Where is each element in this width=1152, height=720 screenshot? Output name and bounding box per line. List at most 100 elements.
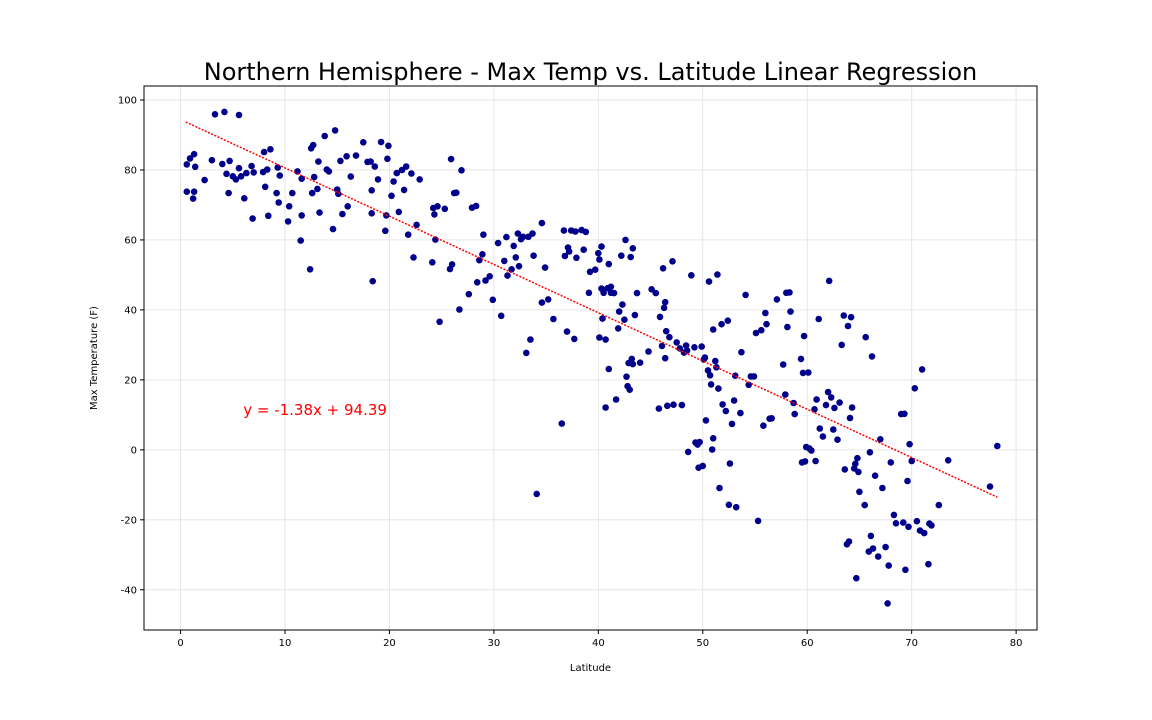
data-point bbox=[243, 169, 250, 177]
data-point bbox=[706, 372, 714, 379]
data-point bbox=[787, 308, 794, 315]
data-point bbox=[725, 501, 733, 509]
data-point bbox=[885, 562, 892, 569]
data-point bbox=[737, 409, 744, 417]
data-point bbox=[494, 239, 502, 247]
data-point bbox=[709, 435, 717, 442]
data-point bbox=[308, 189, 316, 197]
data-point bbox=[482, 277, 489, 284]
data-point bbox=[868, 353, 876, 360]
data-point bbox=[699, 462, 707, 470]
data-point bbox=[529, 230, 536, 237]
data-point bbox=[797, 355, 805, 363]
data-point bbox=[838, 341, 845, 349]
data-point bbox=[629, 360, 637, 368]
data-point bbox=[285, 203, 293, 210]
data-point bbox=[190, 150, 198, 158]
data-point bbox=[352, 152, 360, 159]
y-tick-label: -40 bbox=[121, 585, 137, 596]
data-point bbox=[486, 273, 494, 280]
data-point bbox=[541, 264, 549, 271]
data-point bbox=[658, 342, 666, 350]
data-point bbox=[669, 258, 676, 265]
data-point bbox=[691, 344, 698, 351]
data-point bbox=[904, 477, 911, 485]
data-point bbox=[840, 312, 848, 319]
data-point bbox=[558, 420, 566, 427]
data-point bbox=[337, 157, 344, 165]
data-point bbox=[384, 155, 391, 163]
data-point bbox=[905, 523, 912, 531]
data-point bbox=[760, 422, 767, 430]
data-point bbox=[325, 168, 333, 175]
data-point bbox=[813, 396, 820, 403]
data-point bbox=[472, 202, 480, 210]
data-point bbox=[610, 289, 618, 297]
data-point bbox=[862, 333, 869, 341]
data-point bbox=[853, 574, 860, 582]
data-point bbox=[718, 320, 725, 328]
data-point bbox=[347, 173, 355, 180]
y-tick-label: 0 bbox=[131, 445, 137, 456]
data-point bbox=[688, 272, 695, 279]
data-point bbox=[708, 446, 716, 453]
data-point bbox=[702, 417, 710, 424]
data-point bbox=[758, 326, 765, 334]
data-point bbox=[673, 339, 680, 346]
data-point bbox=[480, 231, 487, 238]
data-point bbox=[622, 236, 629, 244]
data-point bbox=[808, 447, 815, 454]
data-point bbox=[479, 251, 486, 258]
data-point bbox=[607, 283, 615, 291]
data-point bbox=[515, 262, 523, 270]
data-point bbox=[241, 195, 248, 202]
data-point bbox=[918, 366, 926, 373]
tick-layer: 0 10 20 30 40 50 60 70 80 -40 -20 0 20 40 60 80 100 bbox=[118, 95, 1023, 649]
data-point bbox=[913, 517, 921, 525]
data-point bbox=[343, 153, 350, 160]
data-point bbox=[465, 290, 473, 298]
data-point bbox=[476, 256, 483, 264]
data-point bbox=[645, 348, 652, 355]
data-point bbox=[519, 233, 527, 241]
data-point bbox=[385, 142, 392, 150]
data-point bbox=[867, 532, 875, 540]
data-point bbox=[730, 397, 738, 404]
data-point bbox=[310, 173, 318, 181]
data-point bbox=[447, 155, 455, 163]
data-point bbox=[732, 503, 740, 511]
plot-frame bbox=[143, 85, 1038, 631]
data-point bbox=[928, 522, 935, 529]
data-point bbox=[544, 296, 552, 303]
data-point bbox=[636, 359, 644, 367]
data-point bbox=[805, 369, 812, 376]
data-point bbox=[219, 160, 226, 168]
data-point bbox=[615, 308, 623, 315]
data-point bbox=[659, 265, 667, 272]
data-point bbox=[572, 228, 579, 235]
data-point bbox=[716, 484, 723, 492]
data-point bbox=[533, 490, 540, 498]
data-point bbox=[742, 291, 749, 299]
data-point bbox=[754, 517, 762, 525]
data-point bbox=[738, 348, 745, 356]
data-point bbox=[605, 365, 613, 373]
data-point bbox=[670, 401, 677, 409]
data-point bbox=[489, 296, 497, 304]
data-point bbox=[339, 210, 346, 218]
data-point bbox=[652, 289, 660, 297]
data-point bbox=[226, 157, 233, 165]
data-point bbox=[598, 243, 605, 250]
data-point bbox=[190, 188, 198, 195]
data-point bbox=[612, 396, 620, 403]
data-point bbox=[530, 252, 537, 259]
data-point bbox=[779, 361, 787, 368]
data-point bbox=[571, 335, 578, 343]
data-point bbox=[684, 448, 692, 456]
data-point bbox=[374, 176, 382, 183]
data-point bbox=[596, 334, 603, 341]
data-point bbox=[503, 233, 510, 241]
data-point bbox=[497, 312, 505, 320]
data-point bbox=[619, 301, 626, 308]
data-point bbox=[275, 199, 283, 206]
